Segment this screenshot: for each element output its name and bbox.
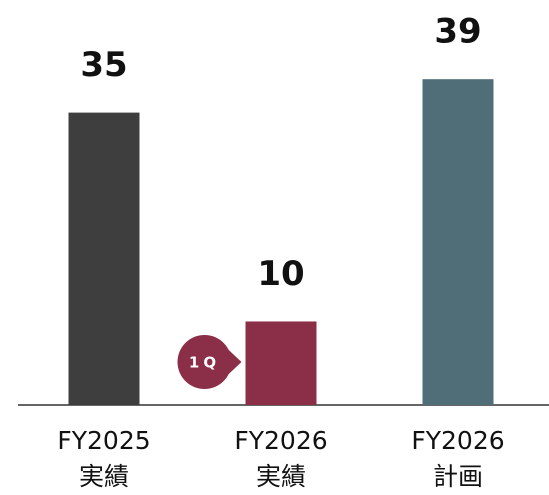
bar <box>422 79 494 405</box>
data-label: 39 <box>434 12 481 52</box>
bar <box>68 112 140 406</box>
x-tick-label: 計画 <box>433 462 483 491</box>
annotation-bubble <box>177 335 232 389</box>
x-tick-label: FY2026 <box>411 426 504 455</box>
x-tick-label: FY2026 <box>234 426 327 455</box>
data-label: 10 <box>257 254 304 294</box>
annotation-text: 1Q <box>189 354 220 372</box>
x-tick-label: 実績 <box>256 462 306 491</box>
x-tick-label: FY2025 <box>57 426 150 455</box>
data-label: 35 <box>80 45 127 85</box>
x-tick-label: 実績 <box>79 462 129 491</box>
bar <box>245 321 317 405</box>
